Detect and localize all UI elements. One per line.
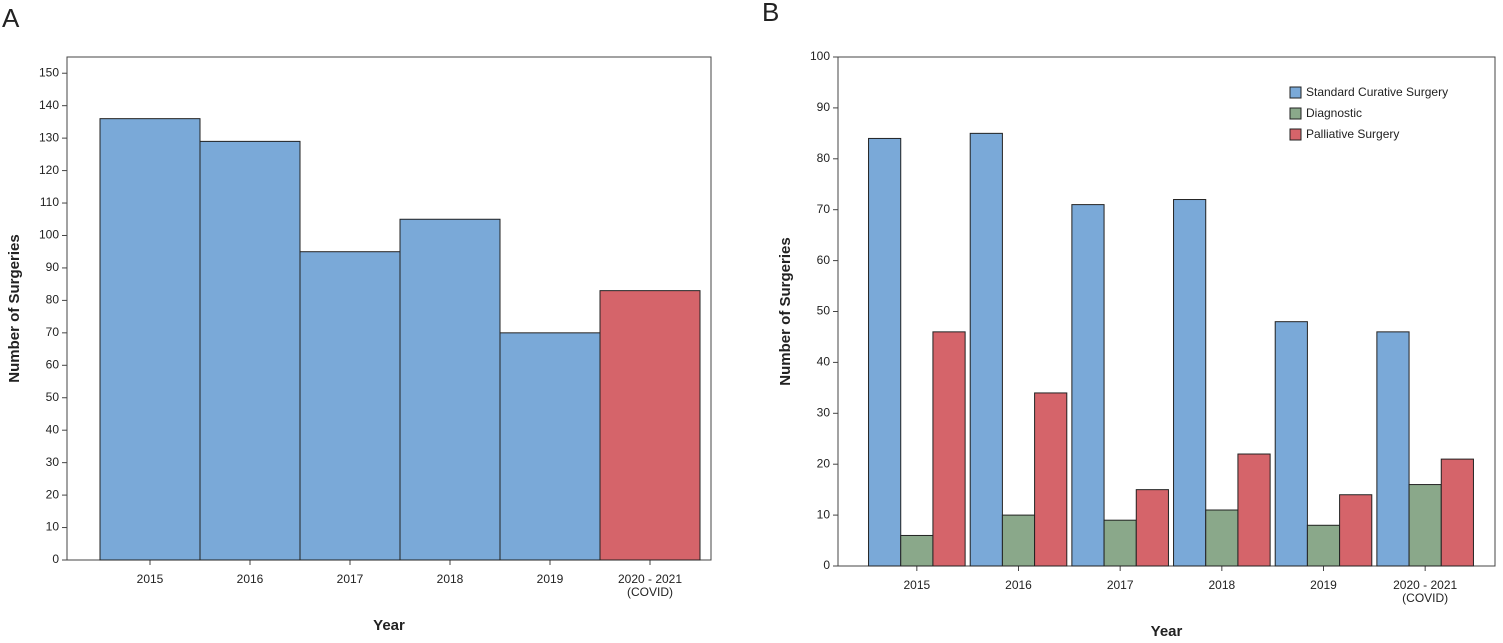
bar (1001, 514, 1036, 567)
bar (1306, 524, 1341, 567)
y-tick-label: 30 (817, 405, 831, 419)
y-tick-label: 70 (817, 202, 831, 216)
x-tick-label: 2018 (437, 572, 464, 586)
x-tick-label: 2017 (337, 572, 364, 586)
y-tick-label: 140 (39, 98, 59, 112)
x-tick-label: 2018 (1208, 578, 1235, 592)
x-axis-title: Year (1151, 623, 1183, 640)
bar (1440, 458, 1474, 567)
y-tick-label: 90 (817, 100, 831, 114)
legend-swatch (1289, 86, 1302, 99)
x-tick-label: 2015 (903, 578, 930, 592)
y-axis-title: Number of Surgeries (777, 237, 794, 385)
bar (900, 534, 934, 567)
bar (932, 331, 966, 567)
x-tick-label: 2020 - 2021 (COVID) (618, 572, 682, 599)
bar (399, 218, 501, 561)
y-tick-label: 30 (46, 455, 60, 469)
y-tick-label: 0 (52, 552, 59, 566)
bar (868, 137, 902, 567)
bar (1173, 199, 1207, 567)
bar (1237, 453, 1271, 567)
bar (1103, 519, 1137, 567)
bar (1135, 489, 1169, 567)
y-tick-label: 80 (46, 293, 60, 307)
y-tick-label: 110 (40, 195, 59, 209)
legend-swatch (1289, 107, 1302, 120)
legend-label: Palliative Surgery (1306, 127, 1399, 141)
x-tick-label: 2016 (237, 572, 264, 586)
y-tick-label: 50 (46, 390, 60, 404)
y-tick-label: 20 (46, 487, 60, 501)
panel-label: A (2, 3, 20, 33)
x-tick-label: 2016 (1005, 578, 1032, 592)
y-tick-label: 50 (817, 304, 831, 318)
bar (1274, 321, 1308, 567)
legend-label: Standard Curative Surgery (1306, 85, 1448, 99)
bar (199, 140, 301, 561)
y-axis-title: Number of Surgeries (6, 234, 23, 382)
x-tick-label: 2019 (537, 572, 564, 586)
y-tick-label: 60 (817, 253, 831, 267)
y-tick-label: 0 (823, 558, 830, 572)
y-tick-label: 40 (817, 355, 831, 369)
bar (1205, 509, 1239, 567)
legend-swatch (1289, 128, 1302, 141)
bar (99, 118, 201, 561)
x-tick-label: 2019 (1310, 578, 1337, 592)
bar (499, 332, 601, 561)
y-tick-label: 80 (817, 151, 831, 165)
x-tick-label: 2015 (137, 572, 164, 586)
bar (1034, 392, 1068, 567)
y-tick-label: 70 (46, 325, 60, 339)
bar (1376, 331, 1410, 567)
y-tick-label: 100 (39, 228, 59, 242)
y-tick-label: 10 (46, 520, 60, 534)
y-tick-label: 100 (810, 49, 830, 63)
y-tick-label: 150 (39, 65, 59, 79)
y-tick-label: 10 (817, 507, 831, 521)
y-tick-label: 40 (46, 422, 60, 436)
x-axis-title: Year (373, 617, 405, 634)
bar (969, 132, 1003, 567)
legend-label: Diagnostic (1306, 106, 1362, 120)
bar (1071, 204, 1105, 567)
bar (1408, 484, 1442, 567)
y-tick-label: 120 (39, 163, 59, 177)
bar (299, 251, 401, 561)
x-tick-label: 2017 (1107, 578, 1134, 592)
panel-label: B (762, 0, 779, 27)
y-tick-label: 130 (39, 130, 59, 144)
bar (1339, 494, 1373, 567)
y-tick-label: 60 (46, 357, 60, 371)
x-tick-label: 2020 - 2021 (COVID) (1393, 578, 1457, 605)
y-tick-label: 90 (46, 260, 60, 274)
y-tick-label: 20 (817, 456, 831, 470)
bar (599, 290, 701, 561)
